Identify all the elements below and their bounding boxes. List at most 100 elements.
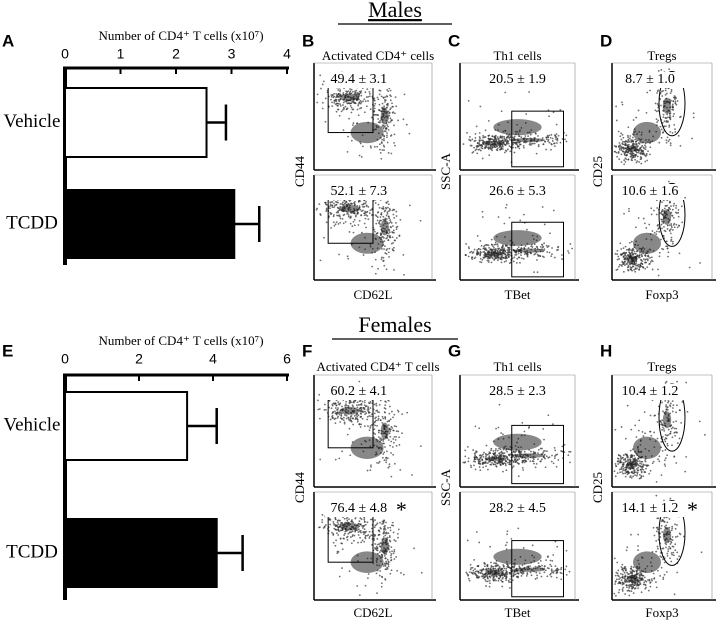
event-dot bbox=[491, 248, 494, 251]
event-dot bbox=[380, 256, 383, 259]
event-dot bbox=[498, 455, 501, 457]
event-dot bbox=[626, 263, 628, 265]
event-dot bbox=[382, 442, 385, 445]
event-dot bbox=[375, 402, 378, 405]
event-dot bbox=[499, 135, 502, 138]
event-dot bbox=[649, 89, 652, 92]
event-dot bbox=[624, 257, 627, 259]
event-dot bbox=[655, 110, 658, 113]
event-dot bbox=[628, 587, 630, 589]
event-dot bbox=[382, 541, 385, 544]
event-dot bbox=[645, 154, 648, 156]
event-dot bbox=[316, 101, 319, 104]
event-dot bbox=[398, 436, 400, 439]
event-dot bbox=[367, 408, 370, 411]
event-dot bbox=[390, 546, 393, 548]
event-dot bbox=[662, 116, 665, 119]
event-dot bbox=[632, 119, 635, 121]
event-dot bbox=[495, 253, 498, 256]
event-dot bbox=[489, 249, 492, 251]
event-dot bbox=[378, 93, 381, 96]
event-dot bbox=[539, 255, 541, 257]
event-dot bbox=[468, 571, 471, 574]
event-dot bbox=[546, 556, 549, 559]
event-dot bbox=[632, 136, 634, 139]
event-cloud bbox=[614, 180, 701, 277]
event-dot bbox=[478, 466, 481, 468]
event-dot bbox=[490, 449, 492, 452]
event-dot bbox=[369, 469, 372, 472]
event-dot bbox=[467, 255, 470, 258]
bar bbox=[64, 391, 189, 461]
event-dot bbox=[641, 263, 644, 266]
event-dot bbox=[622, 576, 624, 579]
event-dot bbox=[502, 564, 505, 566]
event-dot bbox=[337, 403, 340, 406]
panel-letter: B bbox=[302, 31, 314, 50]
event-dot bbox=[505, 574, 508, 576]
event-dot bbox=[351, 108, 354, 111]
event-dot bbox=[337, 211, 340, 214]
event-dot bbox=[333, 524, 336, 526]
event-dot bbox=[487, 567, 490, 570]
event-dot bbox=[352, 405, 354, 408]
event-dot bbox=[367, 95, 370, 98]
event-dot bbox=[477, 148, 480, 151]
event-dot bbox=[620, 138, 623, 141]
event-dot bbox=[664, 465, 667, 467]
event-dot bbox=[551, 454, 553, 457]
event-dot bbox=[349, 90, 352, 93]
event-dot bbox=[356, 401, 359, 404]
event-dot bbox=[385, 461, 388, 464]
event-dot bbox=[536, 271, 539, 274]
event-dot bbox=[639, 147, 642, 150]
event-dot bbox=[639, 477, 642, 480]
event-dot bbox=[628, 207, 630, 210]
event-dot bbox=[481, 569, 484, 571]
event-dot bbox=[624, 453, 627, 455]
event-dot bbox=[334, 98, 337, 101]
event-dot bbox=[393, 216, 396, 219]
event-dot bbox=[364, 217, 367, 220]
event-dot bbox=[671, 527, 674, 530]
event-dot bbox=[565, 549, 568, 552]
event-dot bbox=[615, 145, 618, 148]
event-dot bbox=[669, 424, 672, 427]
event-dot bbox=[624, 142, 627, 145]
event-dot bbox=[511, 136, 514, 139]
event-dot bbox=[552, 209, 555, 212]
event-dot bbox=[379, 148, 381, 151]
event-dot bbox=[323, 525, 326, 528]
event-dot bbox=[486, 577, 489, 579]
event-dot bbox=[543, 248, 546, 251]
event-dot bbox=[382, 531, 385, 534]
event-dot bbox=[500, 110, 503, 113]
event-dot bbox=[479, 469, 482, 472]
event-dot bbox=[644, 267, 647, 270]
event-dot bbox=[661, 210, 664, 213]
density-core bbox=[662, 209, 672, 225]
event-dot bbox=[364, 202, 367, 205]
event-dot bbox=[668, 230, 671, 232]
event-dot bbox=[471, 151, 474, 154]
event-dot bbox=[469, 135, 471, 138]
event-dot bbox=[385, 560, 388, 563]
event-dot bbox=[675, 420, 678, 423]
event-dot bbox=[392, 249, 395, 252]
event-dot bbox=[388, 432, 391, 435]
event-dot bbox=[502, 455, 505, 458]
event-dot bbox=[396, 532, 399, 535]
event-dot bbox=[342, 104, 344, 106]
event-dot bbox=[506, 461, 509, 464]
density-core bbox=[633, 232, 661, 254]
event-dot bbox=[470, 144, 473, 147]
event-dot bbox=[360, 531, 362, 534]
event-dot bbox=[673, 113, 675, 115]
event-dot bbox=[378, 403, 381, 406]
event-dot bbox=[501, 135, 504, 138]
event-cloud bbox=[465, 527, 571, 589]
event-dot bbox=[484, 562, 487, 565]
event-dot bbox=[636, 254, 639, 257]
event-dot bbox=[635, 471, 637, 474]
event-dot bbox=[639, 579, 642, 582]
